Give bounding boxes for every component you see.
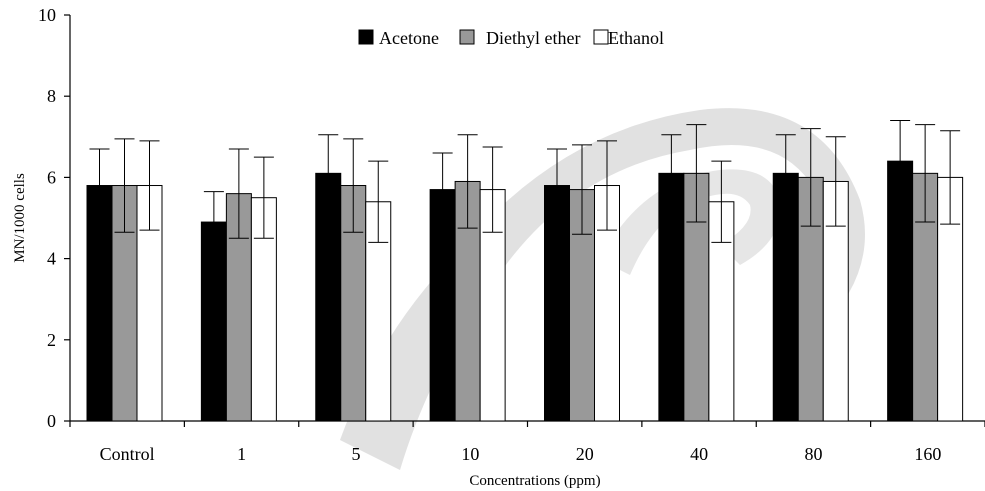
legend-label: Diethyl ether <box>486 28 580 48</box>
bar-diethyl-ether <box>569 189 595 422</box>
legend-swatch <box>358 29 374 45</box>
y-tick-label: 0 <box>47 411 56 431</box>
error-bars-group <box>89 120 961 254</box>
bar-acetone <box>544 185 570 422</box>
x-tick-labels: Control 1 5 10 20 40 80 160 <box>100 444 942 464</box>
x-tick-label: 160 <box>914 444 941 464</box>
legend-swatch <box>593 29 609 45</box>
x-tick-label: 80 <box>804 444 822 464</box>
y-tick-labels: 0 2 4 6 8 10 <box>38 5 56 431</box>
bar-acetone <box>315 172 342 422</box>
y-tick-label: 10 <box>38 5 56 25</box>
bar-acetone <box>887 160 914 422</box>
x-tick-label: 5 <box>351 444 360 464</box>
x-tick-label: 1 <box>237 444 246 464</box>
y-tick-label: 6 <box>47 167 56 187</box>
legend: Acetone Diethyl ether Ethanol <box>358 28 664 48</box>
bar-acetone <box>658 172 685 422</box>
x-tick-label: Control <box>100 444 155 464</box>
bar-diethyl-ether <box>111 185 138 422</box>
bar-acetone <box>429 189 456 422</box>
y-tick-label: 4 <box>47 249 56 269</box>
x-tick-label: 20 <box>576 444 594 464</box>
x-axis-title: Concentrations (ppm) <box>469 473 600 489</box>
legend-swatch <box>459 29 475 45</box>
bar-acetone <box>86 185 113 422</box>
y-axis-title: MN/1000 cells <box>12 173 28 263</box>
x-tick-label: 40 <box>690 444 708 464</box>
legend-label: Acetone <box>379 28 439 48</box>
y-tick-label: 2 <box>47 330 56 350</box>
y-tick-label: 8 <box>47 86 56 106</box>
bar-acetone <box>200 221 227 422</box>
x-tick-label: 10 <box>461 444 479 464</box>
legend-label: Ethanol <box>608 28 664 48</box>
